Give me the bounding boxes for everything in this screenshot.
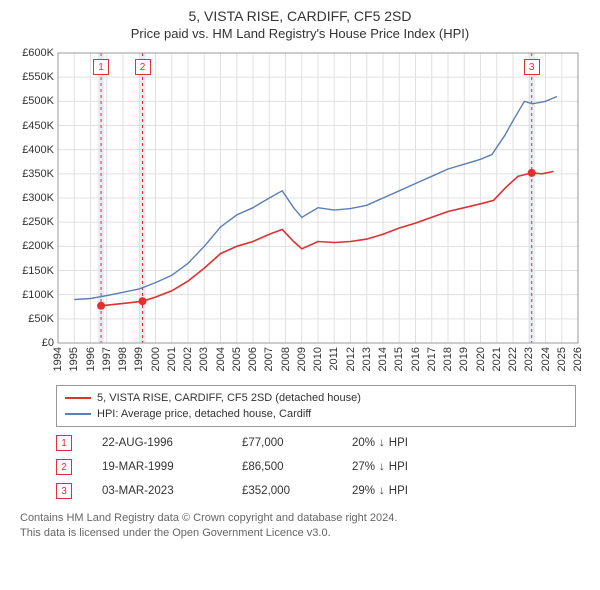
x-axis-label: 2008 (280, 347, 292, 371)
x-axis-label: 1998 (117, 347, 129, 371)
y-axis-label: £450K (22, 120, 54, 132)
x-axis-label: 2024 (540, 347, 552, 371)
x-axis-label: 2013 (361, 347, 373, 371)
legend-swatch (65, 397, 91, 399)
transaction-date: 19-MAR-1999 (102, 461, 212, 473)
x-axis-label: 1996 (85, 347, 97, 371)
y-axis-label: £100K (22, 289, 54, 301)
footer-line: This data is licensed under the Open Gov… (20, 526, 590, 541)
x-axis-label: 2010 (312, 347, 324, 371)
legend-item: HPI: Average price, detached house, Card… (65, 406, 567, 422)
transaction-table: 1 22-AUG-1996 £77,000 20%↓HPI 2 19-MAR-1999 £8… (56, 431, 590, 503)
down-arrow-icon: ↓ (379, 485, 385, 497)
price-chart-svg (10, 49, 590, 379)
legend-item: 5, VISTA RISE, CARDIFF, CF5 2SD (detache… (65, 390, 567, 406)
x-axis-label: 2002 (182, 347, 194, 371)
transaction-price: £77,000 (242, 437, 322, 449)
x-axis-label: 2025 (556, 347, 568, 371)
footer-attribution: Contains HM Land Registry data © Crown c… (20, 511, 590, 541)
title-block: 5, VISTA RISE, CARDIFF, CF5 2SD Price pa… (10, 8, 590, 41)
legend-swatch (65, 413, 91, 415)
x-axis-label: 1994 (52, 347, 64, 371)
x-axis-label: 2006 (247, 347, 259, 371)
transaction-row: 3 03-MAR-2023 £352,000 29%↓HPI (56, 479, 590, 503)
legend-label: HPI: Average price, detached house, Card… (97, 408, 311, 420)
x-axis-label: 2019 (458, 347, 470, 371)
x-axis-label: 2016 (410, 347, 422, 371)
x-axis-label: 2015 (393, 347, 405, 371)
transaction-diff: 20%↓HPI (352, 437, 442, 449)
y-axis-label: £550K (22, 71, 54, 83)
y-axis-label: £200K (22, 240, 54, 252)
x-axis-label: 2005 (231, 347, 243, 371)
transaction-marker: 2 (56, 459, 72, 475)
transaction-diff: 29%↓HPI (352, 485, 442, 497)
y-axis-label: £400K (22, 144, 54, 156)
transaction-price: £352,000 (242, 485, 322, 497)
x-axis-label: 2014 (377, 347, 389, 371)
x-axis-label: 2017 (426, 347, 438, 371)
x-axis-label: 2020 (475, 347, 487, 371)
legend: 5, VISTA RISE, CARDIFF, CF5 2SD (detache… (56, 385, 576, 427)
transaction-marker: 3 (56, 483, 72, 499)
y-axis-label: £350K (22, 168, 54, 180)
x-axis-label: 2001 (166, 347, 178, 371)
x-axis-label: 2011 (328, 347, 340, 371)
transaction-date: 22-AUG-1996 (102, 437, 212, 449)
x-axis-label: 2021 (491, 347, 503, 371)
chart-marker-3: 3 (524, 59, 540, 75)
x-axis-label: 2023 (523, 347, 535, 371)
transaction-price: £86,500 (242, 461, 322, 473)
down-arrow-icon: ↓ (379, 437, 385, 449)
transaction-row: 1 22-AUG-1996 £77,000 20%↓HPI (56, 431, 590, 455)
y-axis-label: £500K (22, 95, 54, 107)
x-axis-label: 2004 (215, 347, 227, 371)
y-axis-label: £150K (22, 265, 54, 277)
x-axis-label: 2018 (442, 347, 454, 371)
legend-label: 5, VISTA RISE, CARDIFF, CF5 2SD (detache… (97, 392, 361, 404)
title-sub: Price paid vs. HM Land Registry's House … (10, 26, 590, 41)
y-axis-label: £250K (22, 216, 54, 228)
chart-container: 5, VISTA RISE, CARDIFF, CF5 2SD Price pa… (0, 0, 600, 549)
title-main: 5, VISTA RISE, CARDIFF, CF5 2SD (10, 8, 590, 24)
x-axis-label: 2003 (198, 347, 210, 371)
chart-marker-2: 2 (135, 59, 151, 75)
y-axis-label: £600K (22, 47, 54, 59)
x-axis-label: 2000 (150, 347, 162, 371)
x-axis-label: 2022 (507, 347, 519, 371)
transaction-marker: 1 (56, 435, 72, 451)
x-axis-label: 2007 (263, 347, 275, 371)
x-axis-label: 1997 (101, 347, 113, 371)
transaction-diff: 27%↓HPI (352, 461, 442, 473)
footer-line: Contains HM Land Registry data © Crown c… (20, 511, 590, 526)
chart-marker-1: 1 (93, 59, 109, 75)
x-axis-label: 2009 (296, 347, 308, 371)
x-axis-label: 1999 (133, 347, 145, 371)
transaction-date: 03-MAR-2023 (102, 485, 212, 497)
x-axis-label: 1995 (68, 347, 80, 371)
chart-area: £0£50K£100K£150K£200K£250K£300K£350K£400… (10, 49, 590, 379)
transaction-row: 2 19-MAR-1999 £86,500 27%↓HPI (56, 455, 590, 479)
y-axis-label: £50K (28, 313, 54, 325)
x-axis-label: 2026 (572, 347, 584, 371)
x-axis-label: 2012 (345, 347, 357, 371)
down-arrow-icon: ↓ (379, 461, 385, 473)
y-axis-label: £300K (22, 192, 54, 204)
